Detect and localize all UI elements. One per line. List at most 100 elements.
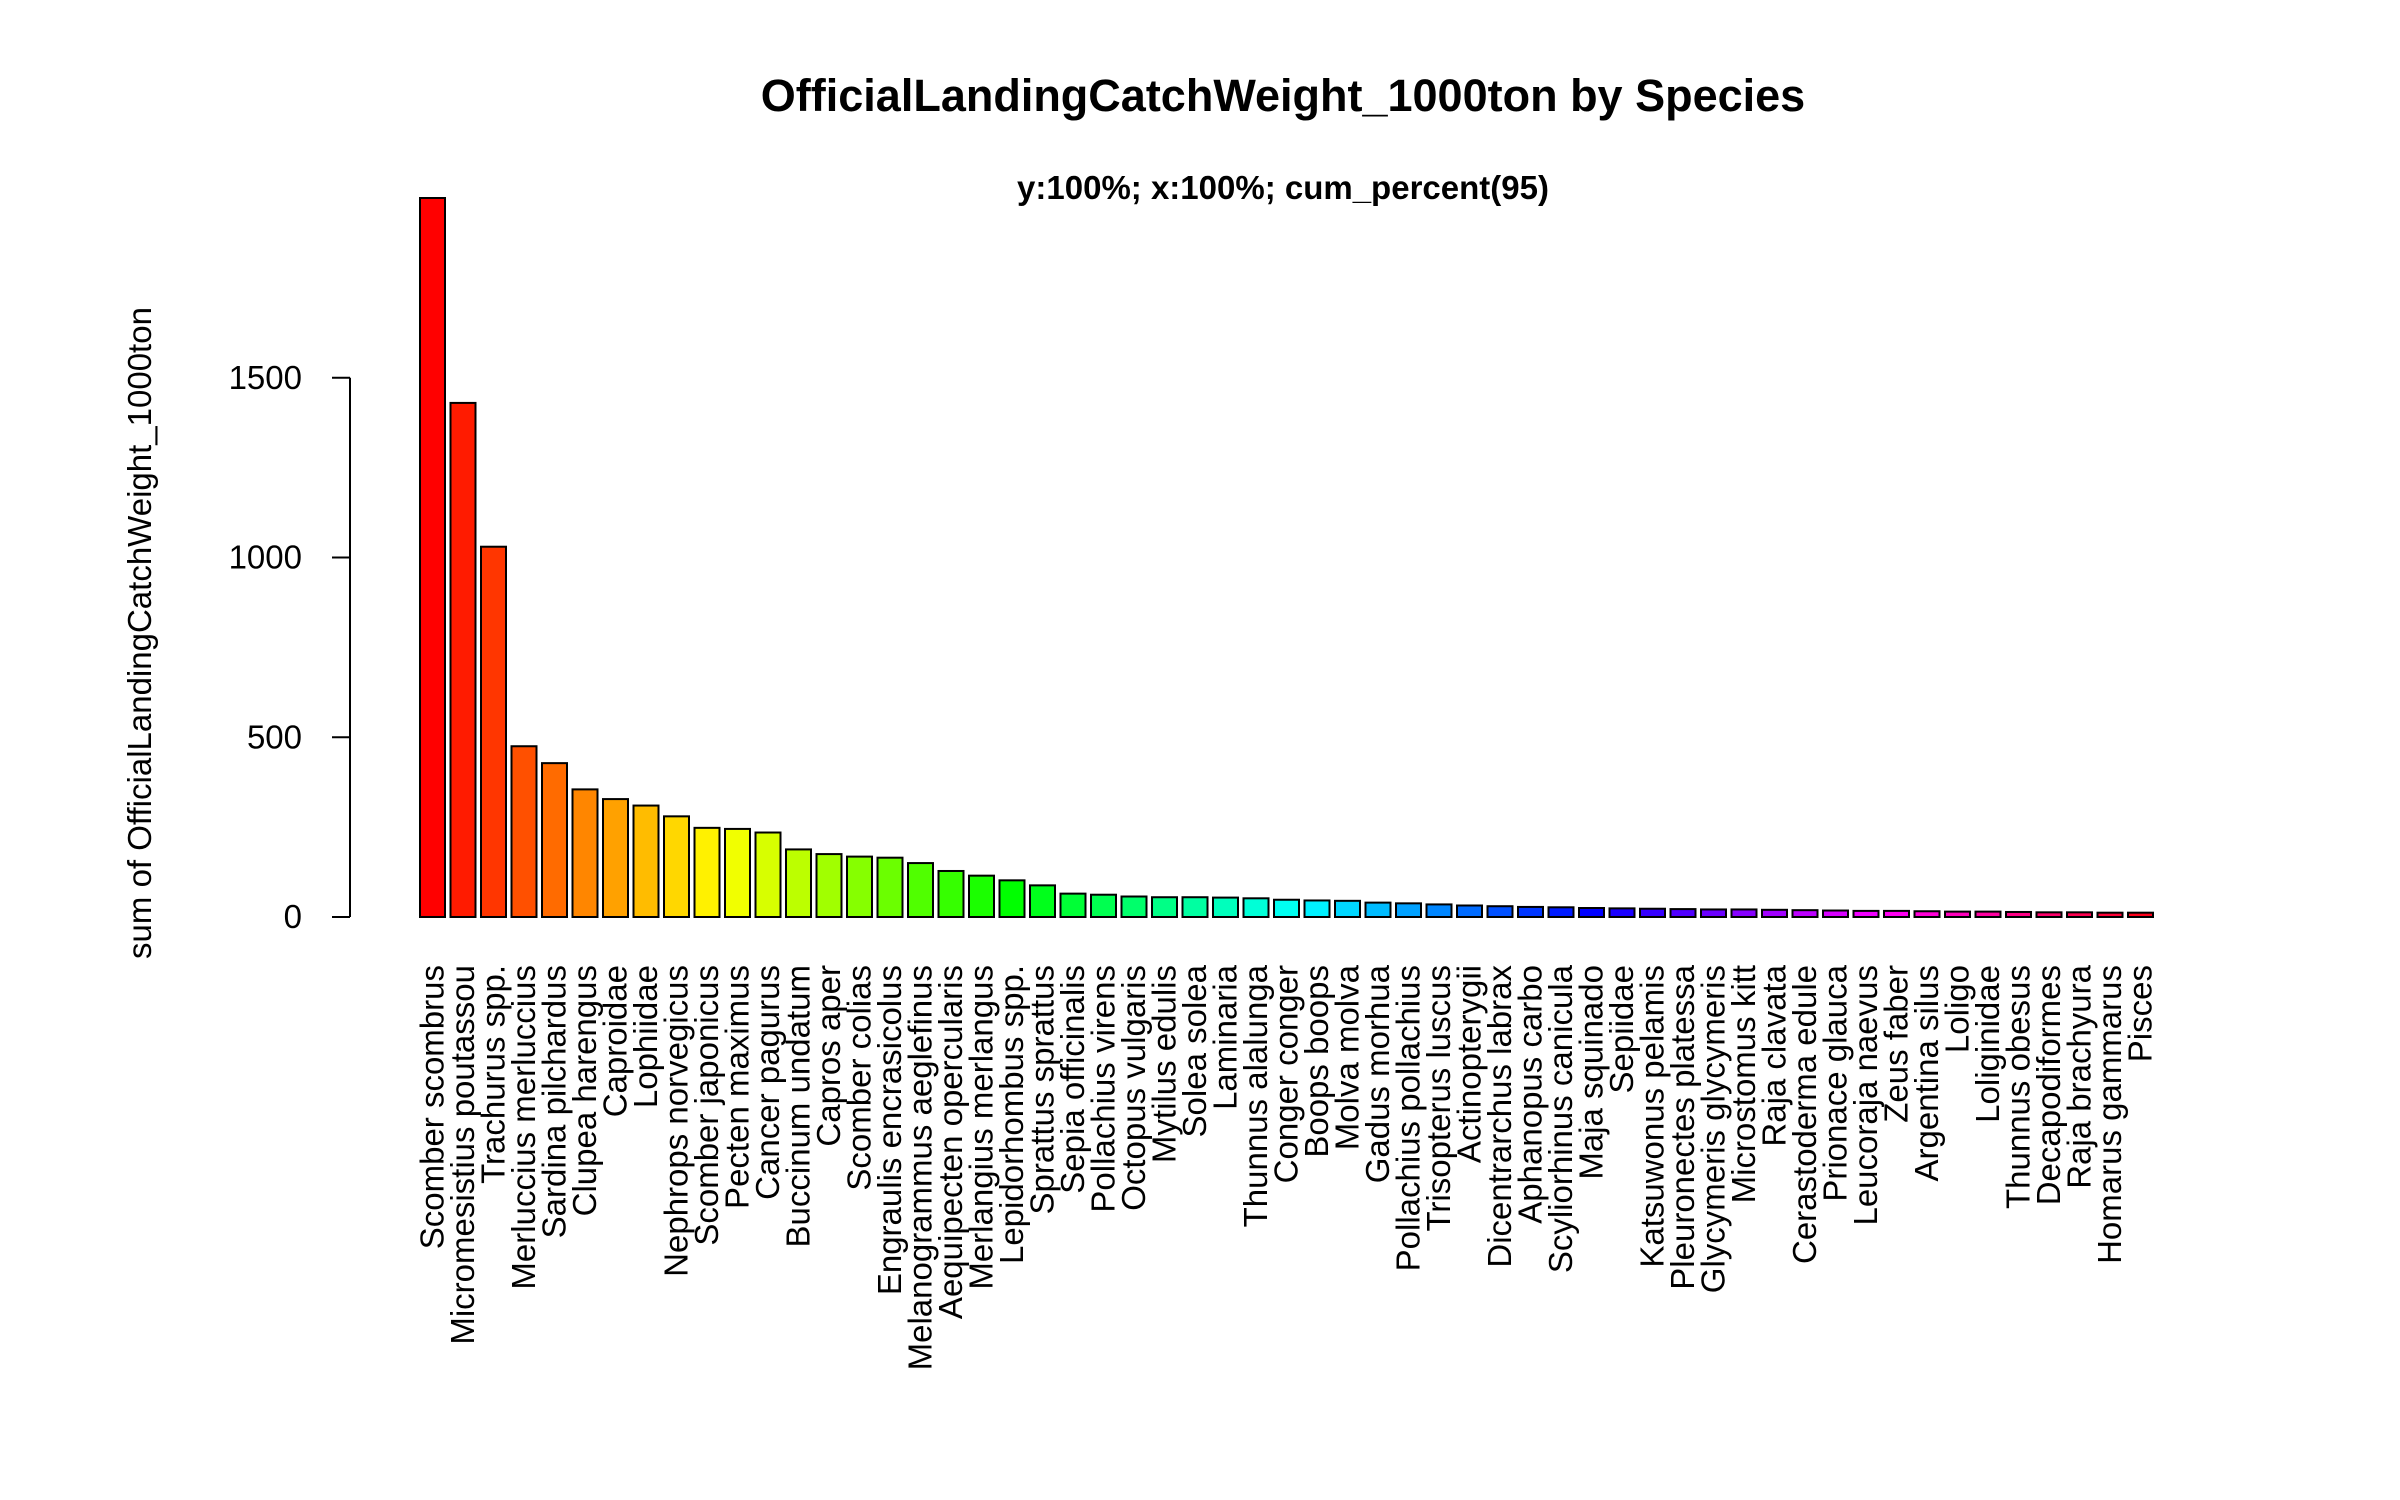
category-label: Micromesistius poutassou xyxy=(444,965,481,1345)
bar xyxy=(1334,899,1361,919)
category-label: Zeus faber xyxy=(1878,965,1915,1123)
category-label: Clupea harengus xyxy=(566,965,603,1216)
y-tick-label: 500 xyxy=(247,718,302,755)
bar xyxy=(693,826,721,918)
bar xyxy=(1273,898,1300,919)
bar xyxy=(1913,910,1941,918)
bar xyxy=(1547,906,1575,919)
category-label: Trachurus spp. xyxy=(475,965,512,1184)
category-label: Loliginidae xyxy=(1969,965,2006,1123)
bar xyxy=(2127,911,2154,918)
category-label: Pecten maximus xyxy=(719,965,756,1209)
category-label: Katsuwonus pelamis xyxy=(1634,965,1671,1268)
bar xyxy=(1029,884,1056,919)
chart-title: OfficialLandingCatchWeight_1000ton by Sp… xyxy=(761,70,1805,121)
y-tick-label: 1500 xyxy=(229,359,302,396)
bar xyxy=(846,855,873,919)
category-label: Argentina silus xyxy=(1908,965,1945,1181)
category-label: Melanogrammus aeglefinus xyxy=(902,965,939,1370)
category-label: Decapodiformes xyxy=(2030,965,2067,1205)
y-axis-label: sum of OfficialLandingCatchWeight_1000to… xyxy=(121,307,158,959)
bar xyxy=(1791,909,1819,918)
category-label: Gadus morhua xyxy=(1359,964,1396,1183)
bar xyxy=(1090,893,1117,918)
category-label: Laminaria xyxy=(1207,964,1244,1110)
category-label: Scomber scombrus xyxy=(414,965,451,1249)
bar xyxy=(1578,907,1605,919)
bar xyxy=(1120,895,1148,918)
bar xyxy=(1212,896,1239,918)
category-label: Glycymeris glycymeris xyxy=(1695,965,1732,1293)
bar xyxy=(754,831,782,919)
category-label: Scomber colias xyxy=(841,965,878,1191)
bar xyxy=(1364,901,1392,918)
category-label: Sardina pilchardus xyxy=(536,965,573,1238)
bar xyxy=(937,869,965,919)
bar xyxy=(1883,909,1910,918)
category-label: Buccinum undatum xyxy=(780,965,817,1247)
category-label: Pisces xyxy=(2122,965,2159,1062)
category-label: Capros aper xyxy=(810,965,847,1147)
category-label: Leucoraja naevus xyxy=(1847,965,1884,1226)
category-label: Aequipecten opercularis xyxy=(932,965,969,1319)
bar xyxy=(1669,908,1697,919)
bar xyxy=(724,827,751,918)
category-label: Pollachius virens xyxy=(1085,965,1122,1213)
category-label: Dicentrarchus labrax xyxy=(1481,965,1518,1268)
bar xyxy=(1517,905,1544,919)
category-label: Homarus gammarus xyxy=(2091,965,2128,1264)
bar xyxy=(1730,908,1758,919)
category-label: Raja clavata xyxy=(1756,964,1793,1146)
bar xyxy=(541,762,568,918)
category-label: Engraulis encrasicolus xyxy=(871,965,908,1295)
bar xyxy=(1639,907,1666,919)
y-tick-label: 1000 xyxy=(229,539,302,576)
category-label: Aphanopus carbo xyxy=(1512,965,1549,1224)
bar xyxy=(449,401,477,919)
category-label: Trisopterus luscus xyxy=(1420,965,1457,1232)
bar xyxy=(419,197,446,918)
bar xyxy=(968,874,995,918)
category-label: Lepidorhombus spp. xyxy=(993,965,1030,1264)
category-label: Thunnus obesus xyxy=(2000,965,2037,1209)
bar xyxy=(663,815,690,919)
category-label: Molva molva xyxy=(1329,964,1366,1150)
chart-subtitle: y:100%; x:100%; cum_percent(95) xyxy=(1017,169,1549,206)
category-label: Sepia officinalis xyxy=(1054,965,1091,1194)
category-label: Prionace glauca xyxy=(1817,964,1854,1201)
bar xyxy=(907,862,934,919)
bar xyxy=(2096,911,2124,918)
bar xyxy=(2005,910,2032,918)
category-label: Merluccius merluccius xyxy=(505,965,542,1290)
category-label: Actinopterygii xyxy=(1451,965,1488,1163)
bar xyxy=(1852,909,1880,918)
bars xyxy=(419,197,2154,919)
bar xyxy=(1456,904,1483,918)
bar xyxy=(1395,902,1422,918)
y-tick-label: 0 xyxy=(284,898,302,935)
bar xyxy=(632,804,660,918)
category-label: Pleuronectes platessa xyxy=(1664,964,1701,1289)
category-label: Mytilus edulis xyxy=(1146,965,1183,1163)
category-label: Scyliorhinus canicula xyxy=(1542,964,1579,1273)
category-label: Raja brachyura xyxy=(2061,964,2098,1188)
category-label: Loligo xyxy=(1939,965,1976,1053)
bar xyxy=(1303,899,1331,919)
category-label: Pollachius pollachius xyxy=(1390,965,1427,1271)
category-label: Octopus vulgaris xyxy=(1115,965,1152,1211)
bar xyxy=(876,856,904,918)
category-label: Merlangius merlangus xyxy=(963,965,1000,1290)
category-label: Cancer pagurus xyxy=(749,965,786,1200)
bar xyxy=(510,745,538,918)
bar xyxy=(2066,911,2093,918)
bar xyxy=(815,853,843,919)
bar xyxy=(1822,909,1849,918)
category-label: Solea solea xyxy=(1176,964,1213,1137)
bar xyxy=(1761,908,1788,918)
category-label: Maja squinado xyxy=(1573,965,1610,1180)
bar xyxy=(602,798,629,918)
bar xyxy=(1425,903,1453,918)
category-label: Scomber japonicus xyxy=(688,965,725,1246)
